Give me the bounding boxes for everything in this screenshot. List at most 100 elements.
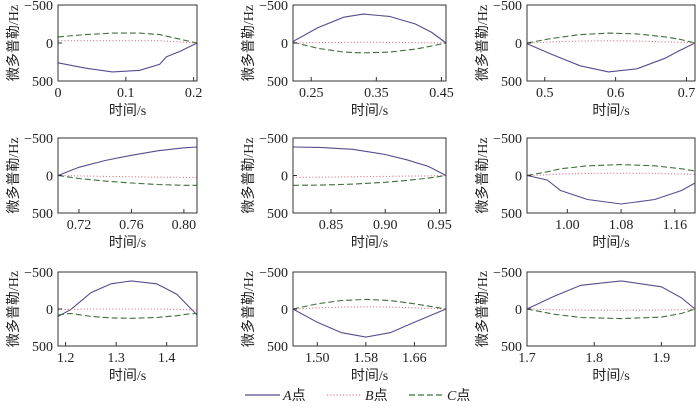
- x-tick-label: 1.8: [585, 351, 603, 366]
- x-tick-label: 1.50: [305, 351, 330, 366]
- series-B-line: [57, 174, 197, 178]
- series-C-line: [57, 174, 197, 186]
- y-tick-label: 500: [501, 75, 522, 90]
- legend-label-B: B点: [365, 388, 388, 403]
- series-B-line: [526, 172, 696, 177]
- y-tick-label: 0: [46, 170, 53, 185]
- x-tick-label: 0.45: [429, 86, 454, 101]
- x-tick-label: 0.25: [299, 86, 324, 101]
- y-tick-label: 500: [267, 340, 288, 355]
- series-C-line: [57, 312, 198, 319]
- y-tick-label: 500: [32, 207, 53, 222]
- x-tick-label: 0.72: [67, 218, 92, 233]
- series-A-line: [526, 42, 696, 73]
- plot-frame: [526, 271, 696, 347]
- y-tick-label: 500: [32, 75, 53, 90]
- plot-frame: [292, 137, 447, 214]
- x-tick-label: 0.85: [319, 218, 344, 233]
- series-C-line: [292, 298, 447, 310]
- plot-frame: [57, 4, 198, 82]
- series-B-line: [526, 40, 696, 44]
- series-C-line: [292, 174, 447, 186]
- y-axis-label: 微多普勒/Hz: [240, 5, 257, 81]
- x-tick-label: 0.80: [172, 218, 197, 233]
- subplot-4: −500 0 500 0.72 0.76 0.80 时间/s 微多普勒/Hz: [5, 132, 198, 251]
- subplot-2: −500 0 500 0.25 0.35 0.45 时间/s 微多普勒/Hz: [240, 0, 454, 119]
- subplot-7: −500 0 500 1.2 1.3 1.4 时间/s 微多普勒/Hz: [5, 266, 198, 384]
- series-B-line: [292, 41, 447, 44]
- plot-frame: [526, 4, 696, 82]
- series-A-line: [526, 280, 696, 310]
- y-axis-label: 微多普勒/Hz: [240, 271, 257, 347]
- x-tick-label: 1.9: [653, 351, 671, 366]
- x-axis-label: 时间/s: [109, 235, 146, 251]
- y-tick-label: 0: [515, 37, 522, 52]
- series-A-line: [292, 13, 447, 44]
- x-tick-label: 1.7: [518, 351, 536, 366]
- legend-suffix: 点: [374, 388, 388, 403]
- x-tick-label: 0.6: [607, 86, 625, 101]
- subplot-8: −500 0 500 1.50 1.58 1.66 时间/s 微多普勒/Hz: [240, 266, 447, 384]
- series-A-line: [526, 174, 696, 205]
- y-axis-label: 微多普勒/Hz: [474, 137, 491, 213]
- y-axis-label: 微多普勒/Hz: [5, 137, 22, 213]
- x-tick-label: 0.5: [536, 86, 554, 101]
- series-B-line: [526, 308, 696, 311]
- x-tick-label: 1.3: [107, 351, 125, 366]
- x-tick-label: 1.2: [57, 351, 75, 366]
- series-C-line: [526, 308, 696, 320]
- series-C-line: [526, 164, 696, 177]
- x-axis-label: 时间/s: [351, 103, 388, 119]
- legend-letter: A: [282, 389, 292, 403]
- x-tick-label: 0.1: [117, 86, 135, 101]
- x-tick-label: 1.16: [663, 218, 688, 233]
- x-axis-label: 时间/s: [351, 235, 388, 251]
- x-axis-label: 时间/s: [351, 368, 388, 384]
- series-A-line: [57, 146, 198, 177]
- y-tick-label: 500: [501, 340, 522, 355]
- y-axis-label: 微多普勒/Hz: [5, 271, 22, 347]
- subplot-6: −500 0 500 1.00 1.08 1.16 时间/s 微多普勒/Hz: [474, 132, 696, 251]
- y-tick-label: 500: [267, 75, 288, 90]
- x-tick-label: 0.35: [364, 86, 389, 101]
- y-tick-label: −500: [493, 266, 522, 281]
- y-tick-label: −500: [24, 132, 53, 147]
- y-tick-label: 0: [281, 37, 288, 52]
- series-B-line: [57, 308, 198, 311]
- x-tick-label: 0: [55, 86, 62, 101]
- y-tick-label: −500: [493, 132, 522, 147]
- y-tick-label: 500: [32, 340, 53, 355]
- x-tick-label: 1.00: [555, 218, 580, 233]
- series-C-line: [57, 32, 198, 44]
- series-A-line: [292, 146, 447, 176]
- x-tick-label: 0.76: [119, 218, 144, 233]
- x-tick-label: 1.58: [354, 351, 379, 366]
- series-A-line: [292, 308, 447, 338]
- plot-frame: [57, 271, 198, 347]
- x-tick-label: 0.95: [427, 218, 452, 233]
- plot-frame: [292, 271, 447, 347]
- y-tick-label: −500: [24, 266, 53, 281]
- y-tick-label: −500: [259, 132, 288, 147]
- legend-label-C: C点: [447, 388, 470, 403]
- x-tick-label: 0.90: [373, 218, 398, 233]
- y-tick-label: −500: [24, 0, 53, 14]
- x-tick-label: 1.08: [609, 218, 634, 233]
- series-B-line: [292, 174, 447, 178]
- y-tick-label: −500: [493, 0, 522, 14]
- series-C-line: [526, 32, 696, 44]
- series-C-line: [292, 41, 447, 54]
- y-tick-label: 0: [515, 303, 522, 318]
- series-B-line: [292, 306, 447, 310]
- y-axis-label: 微多普勒/Hz: [474, 5, 491, 81]
- legend: A 点 B点 C点: [245, 388, 470, 404]
- y-tick-label: 0: [46, 303, 53, 318]
- series-A-line: [57, 42, 198, 73]
- y-tick-label: 500: [501, 207, 522, 222]
- x-axis-label: 时间/s: [592, 368, 629, 384]
- y-axis-label: 微多普勒/Hz: [474, 271, 491, 347]
- legend-letter: C: [447, 389, 457, 403]
- y-tick-label: −500: [259, 266, 288, 281]
